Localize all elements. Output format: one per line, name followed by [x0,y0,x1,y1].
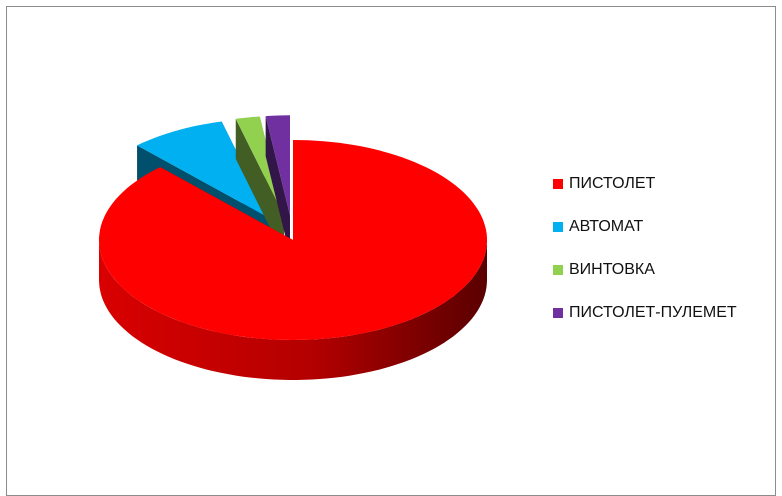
legend-item-automat: АВТОМАТ [553,219,737,235]
legend-swatch-automat [553,222,563,232]
legend-item-pistol: ПИСТОЛЕТ [553,176,737,192]
legend-label-rifle: ВИНТОВКА [569,261,655,278]
pie-slice-submachine-gun [265,115,290,256]
legend-swatch-pistol [553,179,563,189]
legend-item-submachine-gun: ПИСТОЛЕТ-ПУЛЕМЕТ [553,305,737,321]
legend-label-submachine-gun: ПИСТОЛЕТ-ПУЛЕМЕТ [569,304,737,321]
legend-swatch-submachine-gun [553,308,563,318]
legend-swatch-rifle [553,265,563,275]
legend-item-rifle: ВИНТОВКА [553,262,737,278]
legend: ПИСТОЛЕТ АВТОМАТ ВИНТОВКА ПИСТОЛЕТ-ПУЛЕМ… [553,176,737,348]
legend-label-automat: АВТОМАТ [569,218,644,235]
legend-label-pistol: ПИСТОЛЕТ [569,175,656,192]
pie-slice-pistol [99,140,487,380]
